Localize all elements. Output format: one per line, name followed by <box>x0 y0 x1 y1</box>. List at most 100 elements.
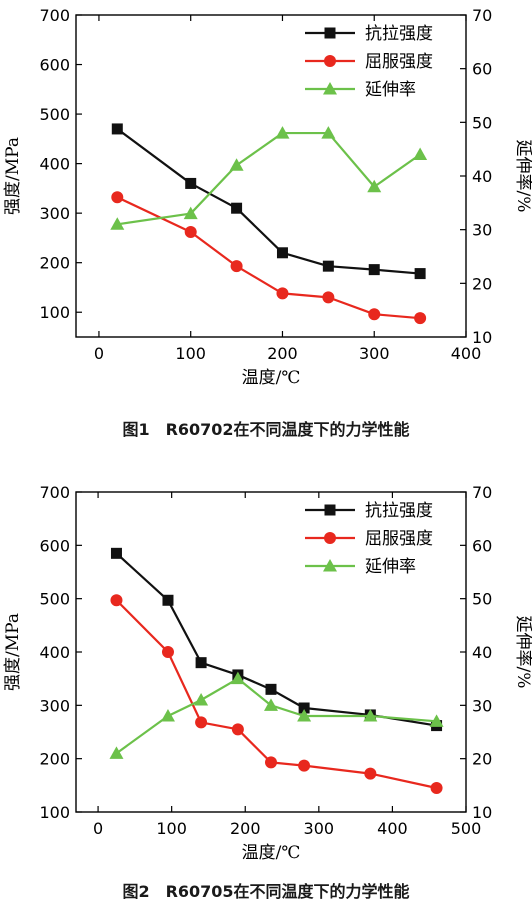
c2-series-0-point-2 <box>195 657 207 669</box>
c1-series-2-point-0 <box>110 217 125 230</box>
chart-1: 0 100 200 300 400 100 200 300 400 500 600 700 10 20 30… <box>3 6 532 388</box>
c2-y2-tick-label-5: 60 <box>472 536 492 555</box>
c2-legend-label-1: 屈服强度 <box>365 529 433 549</box>
c2-legend-marker-2 <box>323 559 337 572</box>
c1-legend-marker-2 <box>323 82 337 95</box>
c2-series-0-point-1 <box>162 594 174 606</box>
c1-y2-tick-label-5: 60 <box>472 60 492 79</box>
c1-y-tick-label-0: 100 <box>39 303 70 322</box>
c1-x-tick-label-0: 0 <box>94 344 104 363</box>
c1-series-0-point-6 <box>414 268 426 280</box>
c1-y-tick-label-4: 500 <box>39 105 70 124</box>
chart-2: 0 100 200 300 400 500 100 200 300 400 500 600 700 10 2… <box>3 483 532 863</box>
c2-series-1-point-2 <box>195 716 208 729</box>
c1-series-1-point-0 <box>111 191 124 204</box>
c2-legend-label-2: 延伸率 <box>365 557 416 577</box>
c2-y-tick-label-1: 200 <box>39 750 70 769</box>
c2-series-2-point-7 <box>429 714 444 727</box>
c2-series-1-point-0 <box>110 594 123 607</box>
c2-series-2-point-1 <box>160 709 175 722</box>
c2-y-tick-label-6: 700 <box>39 483 70 502</box>
c2-legend-marker-1 <box>324 532 336 544</box>
c2-x-tick-label-1: 100 <box>156 819 187 838</box>
c1-series-2-point-5 <box>367 179 382 193</box>
c2-y-tick-label-5: 600 <box>39 536 70 555</box>
c1-series-line-0 <box>116 128 421 275</box>
c2-series-1-point-3 <box>231 723 244 736</box>
c2-y2-axis-label: 延伸率/% <box>513 616 532 689</box>
c2-series-2-point-3 <box>230 671 245 685</box>
c1-series-1-point-4 <box>322 291 335 304</box>
figure-1-caption: 图1 R60702在不同温度下的力学性能 <box>122 420 410 439</box>
c1-x-tick-label-2: 200 <box>267 344 298 363</box>
c1-y2-tick-label-1: 20 <box>472 274 492 293</box>
c1-y2-tick-label-6: 70 <box>472 6 492 25</box>
c1-y2-axis-label: 延伸率/% <box>513 140 532 213</box>
c2-series-line-0 <box>115 552 437 727</box>
c1-y-tick-label-6: 700 <box>39 6 70 25</box>
c1-series-2-point-2 <box>229 158 244 171</box>
c1-series-1-point-6 <box>414 312 427 325</box>
c1-y2-tick-label-3: 40 <box>472 167 492 186</box>
c2-x-tick-label-2: 200 <box>230 819 261 838</box>
c2-series-line-1 <box>115 599 437 790</box>
c2-series-2-point-4 <box>264 698 278 711</box>
c2-y2-tick-label-6: 70 <box>472 483 492 502</box>
c2-series-2-point-6 <box>363 709 378 722</box>
c1-x-tick-label-3: 300 <box>359 344 390 363</box>
c1-series-0-point-1 <box>185 177 197 189</box>
c1-y-tick-label-2: 300 <box>39 204 70 223</box>
figure-1: 0 100 200 300 400 100 200 300 400 500 600 700 10 20 30… <box>0 0 532 450</box>
c2-series-2-point-0 <box>109 746 124 759</box>
c1-series-0-point-5 <box>368 264 380 276</box>
c1-series-2-point-1 <box>183 206 198 220</box>
c2-x-axis-label: 温度/℃ <box>242 843 301 863</box>
c2-x-tick-label-3: 300 <box>304 819 335 838</box>
c1-legend-label-1: 屈服强度 <box>365 52 433 72</box>
c1-y-tick-label-5: 600 <box>39 56 70 75</box>
c2-y2-tick-label-3: 40 <box>472 643 492 662</box>
c1-series-line-2 <box>117 131 421 226</box>
c1-legend-label-0: 抗拉强度 <box>365 24 433 44</box>
c2-y-axis-label: 强度/MPa <box>3 613 23 691</box>
c2-y2-tick-label-2: 30 <box>472 696 492 715</box>
c1-x-tick-label-4: 400 <box>451 344 482 363</box>
c2-series-2-point-5 <box>297 709 312 722</box>
c1-series-1-point-5 <box>368 308 381 321</box>
c1-series-2-point-4 <box>321 126 336 139</box>
c2-series-1-point-1 <box>161 646 174 658</box>
c2-x-tick-label-5: 500 <box>451 819 482 838</box>
c1-y2-tick-label-4: 50 <box>472 113 492 132</box>
c1-y-axis-label: 强度/MPa <box>3 137 23 215</box>
c2-series-0-point-4 <box>265 683 277 695</box>
c2-series-2-point-2 <box>194 693 209 706</box>
c2-series-1-point-6 <box>364 767 377 780</box>
c2-y-tick-label-0: 100 <box>39 803 70 822</box>
c1-y2-tick-label-0: 10 <box>472 328 492 347</box>
c2-series-0-point-0 <box>110 547 122 559</box>
c2-series-0-point-5 <box>298 702 310 714</box>
c1-series-0-point-0 <box>111 123 123 135</box>
c2-legend-label-0: 抗拉强度 <box>365 501 433 521</box>
c2-series-1-point-4 <box>265 756 277 769</box>
c1-y2-tick-label-2: 30 <box>472 221 492 240</box>
c1-series-2-point-6 <box>413 147 428 161</box>
c1-y-tick-label-3: 400 <box>39 155 70 174</box>
c2-y2-tick-label-4: 50 <box>472 590 492 609</box>
c1-series-2-point-3 <box>275 126 290 139</box>
c1-series-0-point-4 <box>322 260 334 272</box>
c2-legend-marker-0 <box>324 504 336 516</box>
c2-y-tick-label-2: 300 <box>39 696 70 715</box>
c1-series-1-point-3 <box>276 287 289 300</box>
c2-y-tick-label-4: 500 <box>39 590 70 609</box>
c1-legend-marker-0 <box>324 27 336 39</box>
c1-x-tick-label-1: 100 <box>175 344 206 363</box>
c1-x-axis-label: 温度/℃ <box>242 368 301 388</box>
c1-series-0-point-2 <box>231 202 243 214</box>
c2-series-1-point-7 <box>430 782 443 794</box>
figure-2: 0 100 200 300 400 500 100 200 300 400 500 600 700 10 2… <box>0 470 532 914</box>
c1-series-1-point-1 <box>184 225 197 238</box>
c2-series-line-2 <box>115 677 437 755</box>
figure-2-caption: 图2 R60705在不同温度下的力学性能 <box>122 882 410 901</box>
c2-y2-tick-label-1: 20 <box>472 750 492 769</box>
